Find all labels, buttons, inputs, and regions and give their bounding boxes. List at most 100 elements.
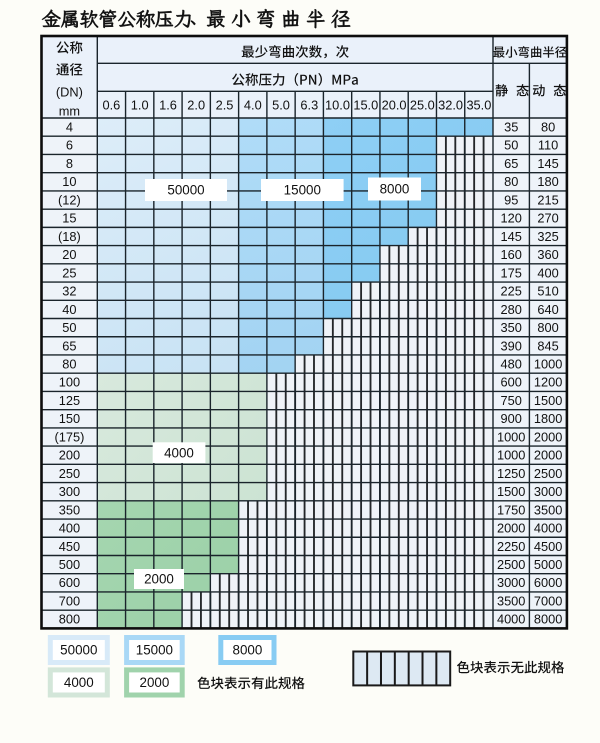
svg-text:1500: 1500 <box>497 484 525 499</box>
svg-text:300: 300 <box>59 484 80 499</box>
svg-text:3000: 3000 <box>534 484 562 499</box>
svg-text:360: 360 <box>537 247 558 262</box>
svg-text:8000: 8000 <box>380 182 410 197</box>
svg-text:450: 450 <box>59 539 80 554</box>
svg-text:390: 390 <box>501 338 522 353</box>
svg-text:50000: 50000 <box>167 183 204 198</box>
svg-text:95: 95 <box>504 192 518 207</box>
svg-text:50: 50 <box>504 138 518 153</box>
svg-text:1000: 1000 <box>534 357 562 372</box>
svg-text:10: 10 <box>62 174 76 189</box>
svg-text:25.0: 25.0 <box>410 97 435 112</box>
svg-text:4000: 4000 <box>164 445 194 460</box>
svg-text:0.6: 0.6 <box>103 97 121 112</box>
svg-text:2500: 2500 <box>497 557 525 572</box>
svg-text:35: 35 <box>504 120 518 135</box>
svg-text:2000: 2000 <box>144 572 174 587</box>
svg-text:200: 200 <box>59 448 80 463</box>
svg-text:10.0: 10.0 <box>325 97 350 112</box>
svg-text:80: 80 <box>62 357 76 372</box>
svg-text:2500: 2500 <box>534 466 562 481</box>
svg-text:50000: 50000 <box>60 643 97 658</box>
svg-text:3500: 3500 <box>534 502 562 517</box>
svg-text:6.3: 6.3 <box>300 97 318 112</box>
svg-text:2000: 2000 <box>497 521 525 536</box>
svg-text:1500: 1500 <box>534 393 562 408</box>
svg-text:2250: 2250 <box>497 539 525 554</box>
svg-text:160: 160 <box>501 247 522 262</box>
svg-text:8000: 8000 <box>233 643 263 658</box>
svg-text:6: 6 <box>66 138 73 153</box>
svg-text:400: 400 <box>537 265 558 280</box>
svg-text:640: 640 <box>537 302 558 317</box>
svg-text:3000: 3000 <box>497 575 525 590</box>
svg-text:65: 65 <box>62 338 76 353</box>
svg-text:480: 480 <box>501 357 522 372</box>
svg-text:15.0: 15.0 <box>353 97 378 112</box>
svg-text:6000: 6000 <box>534 575 562 590</box>
svg-text:8000: 8000 <box>534 612 562 627</box>
svg-text:600: 600 <box>59 575 80 590</box>
svg-text:750: 750 <box>501 393 522 408</box>
svg-text:175: 175 <box>501 265 522 280</box>
svg-text:1.6: 1.6 <box>159 97 177 112</box>
svg-text:1000: 1000 <box>497 429 525 444</box>
svg-text:2000: 2000 <box>534 429 562 444</box>
svg-text:215: 215 <box>537 192 558 207</box>
svg-text:(DN): (DN) <box>56 85 83 100</box>
svg-text:1800: 1800 <box>534 411 562 426</box>
svg-text:80: 80 <box>504 174 518 189</box>
svg-text:4500: 4500 <box>534 539 562 554</box>
svg-text:100: 100 <box>59 375 80 390</box>
svg-text:2000: 2000 <box>534 448 562 463</box>
svg-text:280: 280 <box>501 302 522 317</box>
svg-text:270: 270 <box>537 211 558 226</box>
svg-text:250: 250 <box>59 466 80 481</box>
svg-text:180: 180 <box>537 174 558 189</box>
svg-text:65: 65 <box>504 156 518 171</box>
svg-text:1000: 1000 <box>497 448 525 463</box>
svg-text:50: 50 <box>62 320 76 335</box>
svg-text:700: 700 <box>59 594 80 609</box>
svg-text:15: 15 <box>62 211 76 226</box>
svg-text:15000: 15000 <box>284 183 321 198</box>
svg-text:4000: 4000 <box>64 675 94 690</box>
svg-text:5000: 5000 <box>534 557 562 572</box>
svg-text:145: 145 <box>501 229 522 244</box>
svg-text:600: 600 <box>501 375 522 390</box>
svg-text:1750: 1750 <box>497 502 525 517</box>
svg-text:5.0: 5.0 <box>272 97 290 112</box>
svg-text:mm: mm <box>59 104 80 119</box>
svg-text:350: 350 <box>59 502 80 517</box>
svg-text:500: 500 <box>59 557 80 572</box>
svg-text:2000: 2000 <box>140 675 170 690</box>
svg-text:145: 145 <box>537 156 558 171</box>
svg-text:(12): (12) <box>58 192 81 207</box>
svg-text:800: 800 <box>537 320 558 335</box>
svg-text:125: 125 <box>59 393 80 408</box>
svg-text:1.0: 1.0 <box>131 97 149 112</box>
svg-text:400: 400 <box>59 521 80 536</box>
svg-text:3500: 3500 <box>497 594 525 609</box>
svg-text:40: 40 <box>62 302 76 317</box>
svg-text:4.0: 4.0 <box>244 97 262 112</box>
svg-text:800: 800 <box>59 612 80 627</box>
svg-text:110: 110 <box>538 138 558 153</box>
svg-text:225: 225 <box>501 284 522 299</box>
svg-text:900: 900 <box>501 411 522 426</box>
svg-text:4000: 4000 <box>534 521 562 536</box>
svg-text:7000: 7000 <box>534 594 562 609</box>
svg-text:35.0: 35.0 <box>466 97 491 112</box>
svg-text:32: 32 <box>62 284 76 299</box>
svg-text:150: 150 <box>59 411 80 426</box>
svg-text:25: 25 <box>62 265 76 280</box>
svg-text:510: 510 <box>537 284 558 299</box>
svg-text:4: 4 <box>66 120 73 135</box>
svg-text:80: 80 <box>541 120 555 135</box>
svg-text:120: 120 <box>501 211 522 226</box>
svg-text:350: 350 <box>501 320 522 335</box>
svg-text:20: 20 <box>62 247 76 262</box>
svg-text:1200: 1200 <box>534 375 562 390</box>
svg-text:32.0: 32.0 <box>438 97 463 112</box>
svg-text:2.0: 2.0 <box>187 97 205 112</box>
